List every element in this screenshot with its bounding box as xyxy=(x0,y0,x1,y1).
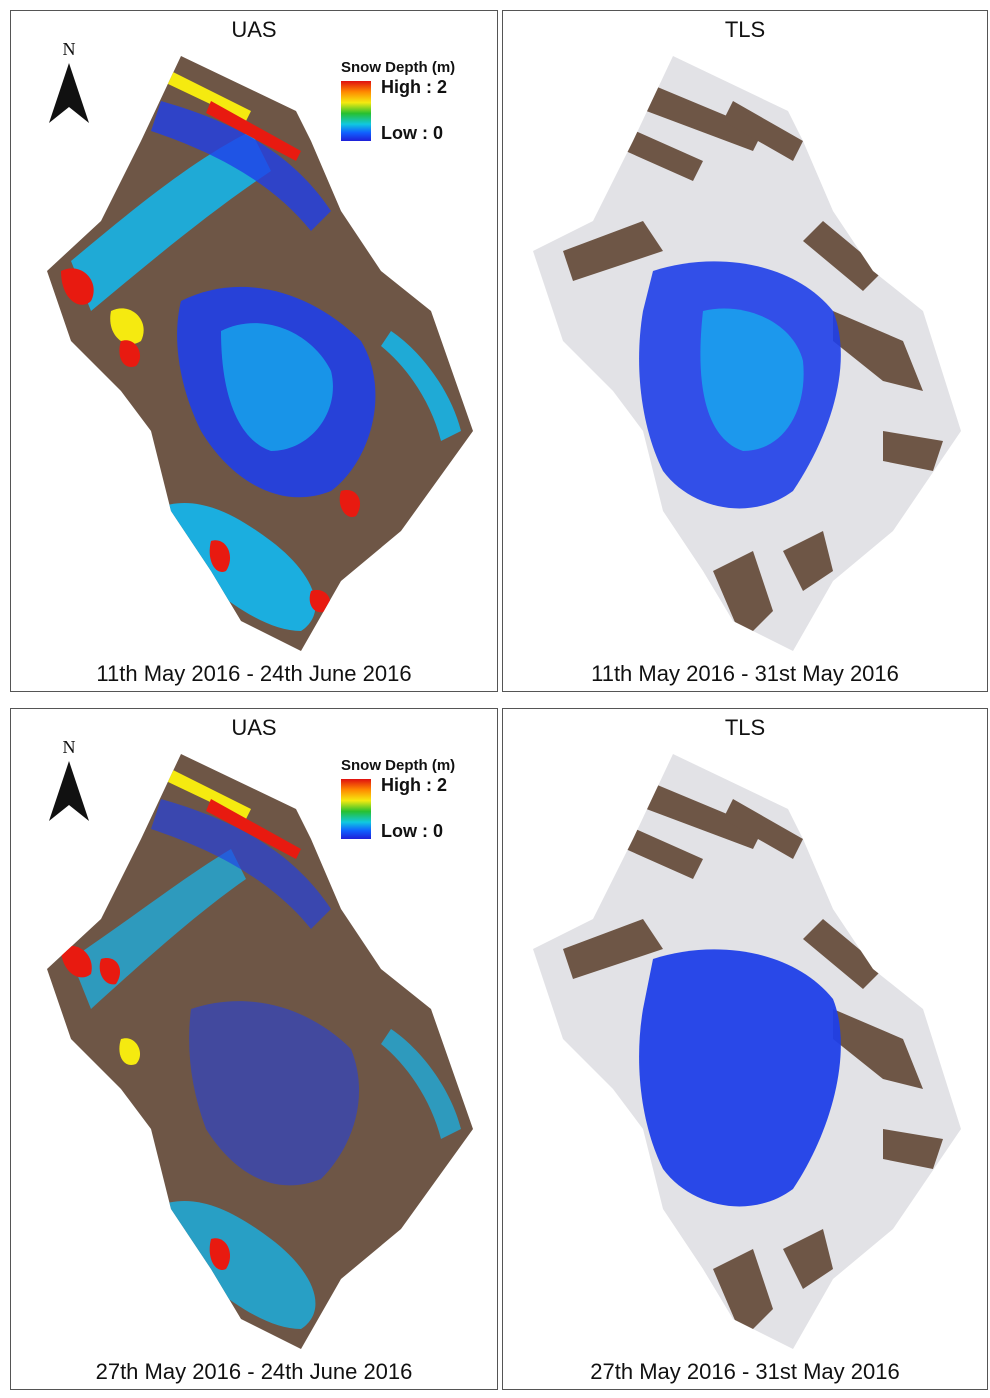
map-panel-uas-2: UAS N Snow Depth (m) High : 2 xyxy=(10,708,498,1390)
panel-title: TLS xyxy=(724,715,766,740)
legend-high-label: High : 2 xyxy=(381,775,447,795)
snow-depth-map xyxy=(533,56,961,651)
legend-title: Snow Depth (m) xyxy=(341,757,456,774)
panel-title: UAS xyxy=(231,715,277,740)
map-panel-uas-1: UAS N Snow Depth (m) xyxy=(10,10,498,692)
snow-depth-legend: Snow Depth (m) High : 2 Low : 0 xyxy=(341,757,491,847)
map-panel-tls-1: TLS 11th May 2016 - 31st May 2016 xyxy=(502,10,988,692)
panel-title: UAS xyxy=(231,17,277,42)
panel-date-range: 27th May 2016 - 24th June 2016 xyxy=(95,1359,413,1384)
snow-depth-map xyxy=(533,754,961,1349)
snow-depth-map xyxy=(47,754,473,1349)
north-arrow-icon xyxy=(49,761,89,821)
map-panel-tls-2: TLS 27th May 2016 - 31st May 2016 xyxy=(502,708,988,1390)
panel-date-range: 27th May 2016 - 31st May 2016 xyxy=(590,1359,900,1384)
north-arrow: N xyxy=(45,737,93,829)
legend-color-ramp xyxy=(341,81,371,141)
panel-date-range: 11th May 2016 - 24th June 2016 xyxy=(96,661,412,686)
north-label: N xyxy=(62,39,76,59)
snow-depth-legend: Snow Depth (m) High : 2 Low : 0 xyxy=(341,59,491,149)
panel-date-range: 11th May 2016 - 31st May 2016 xyxy=(591,661,899,686)
snow-depth-map xyxy=(47,56,473,651)
north-label: N xyxy=(62,737,76,757)
legend-low-label: Low : 0 xyxy=(381,123,443,143)
legend-high-label: High : 2 xyxy=(381,77,447,97)
north-arrow: N xyxy=(45,39,93,131)
legend-low-label: Low : 0 xyxy=(381,821,443,841)
north-arrow-icon xyxy=(49,63,89,123)
panel-title: TLS xyxy=(724,17,766,42)
legend-title: Snow Depth (m) xyxy=(341,59,456,76)
legend-color-ramp xyxy=(341,779,371,839)
